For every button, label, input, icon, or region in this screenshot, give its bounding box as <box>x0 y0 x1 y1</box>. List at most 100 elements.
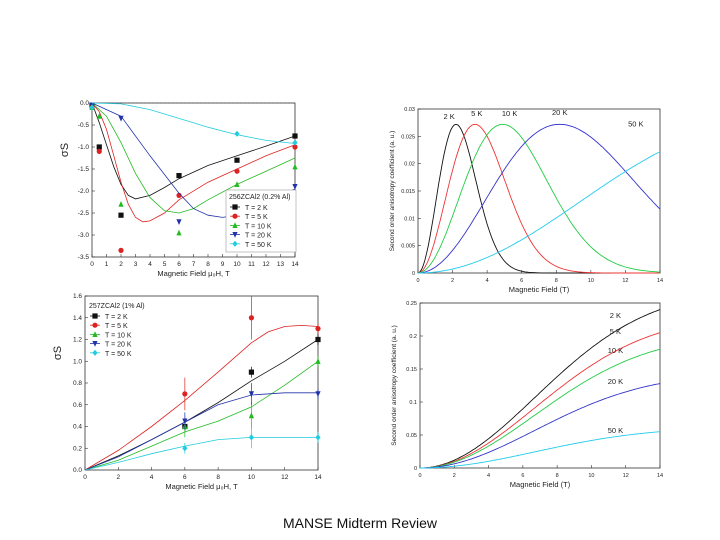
top-right-xlabel: Magnetic Field (T) <box>509 285 570 294</box>
bottom-left-xtick-label: 14 <box>314 474 322 481</box>
top-left-data-point <box>96 113 102 119</box>
bottom-right-ylabel: Second order anisotropy coefficient (a. … <box>391 325 398 446</box>
top-right-curve-label: 5 K <box>471 109 482 118</box>
top-left-xtick-label: 1 <box>105 261 109 268</box>
bottom-left-xtick-label: 8 <box>216 474 220 481</box>
top-left-xlabel: Magnetic Field μ₀H, T <box>157 269 230 278</box>
top-left-ytick-label: 0.0 <box>80 100 89 107</box>
top-left-ytick-label: -0.5 <box>78 122 90 129</box>
bottom-left-xlabel: Magnetic Field μ₀H, T <box>165 482 238 491</box>
bottom-right-ytick-label: 0.25 <box>406 301 417 307</box>
top-left-data-point <box>292 133 298 139</box>
top-left-legend-marker <box>232 213 238 219</box>
top-left-data-point <box>118 115 124 122</box>
bottom-right-curve-label: 2 K <box>610 311 621 320</box>
top-left-series-line <box>91 102 296 200</box>
bottom-left-data-point <box>248 434 255 441</box>
bottom-left-frame <box>84 295 319 471</box>
bottom-right-curve-label: 50 K <box>608 426 623 435</box>
bottom-left-data-point <box>248 391 255 398</box>
bottom-left-legend-marker <box>92 349 98 356</box>
top-left-data-point <box>234 157 240 163</box>
top-left-data-point <box>118 247 124 253</box>
top-left-data-point <box>118 201 124 207</box>
top-left-legend-box <box>225 189 297 253</box>
top-right-ylabel: Second order anisotropy coefficient (a. … <box>389 131 396 252</box>
bottom-left-legend-label: T = 5 K <box>105 323 128 330</box>
bottom-left-legend-marker <box>92 331 98 337</box>
top-left-ytick-label: -2.5 <box>78 210 90 217</box>
bottom-left-data-point <box>315 326 321 332</box>
top-left-legend-marker <box>232 232 238 238</box>
bottom-right-series-line <box>420 332 661 469</box>
bottom-left-data-point <box>182 445 188 452</box>
bottom-left-data-point <box>182 418 188 425</box>
top-right-xtick-label: 6 <box>520 278 523 284</box>
top-left-ytick-label: -3.0 <box>78 232 90 239</box>
top-left-legend-marker <box>232 204 238 210</box>
bottom-left-legend-marker <box>92 313 98 319</box>
top-left-legend-title: 256ZCAl2 (0.2% Al) <box>229 194 290 201</box>
bottom-left-ytick-label: 0.0 <box>73 467 82 474</box>
top-left-series-line <box>91 102 296 144</box>
top-left-data-point <box>176 229 182 236</box>
footer-caption: MANSE Midterm Review <box>282 515 438 531</box>
bottom-right-xtick-label: 0 <box>418 473 421 479</box>
bottom-left-xtick-label: 10 <box>248 474 256 481</box>
top-left-data-point <box>89 104 95 111</box>
bottom-left-data-point <box>248 369 255 375</box>
top-right-ytick-label: 0.025 <box>401 134 415 140</box>
top-right-xtick-label: 10 <box>588 278 594 284</box>
top-left-xtick-label: 10 <box>233 261 241 268</box>
top-left-xtick-label: 14 <box>291 261 299 268</box>
bottom-right-chart: 0 2 4 6 8 10 12 14 0 0.05 0.1 0.15 0.2 0.25 Magnetic F… <box>391 301 663 489</box>
bottom-left-legend-label: T = 50 K <box>105 351 132 358</box>
top-left-legend-label: T = 2 K <box>245 205 268 212</box>
top-right-xtick-label: 4 <box>486 278 489 284</box>
top-left-ytick-label: -1.0 <box>78 144 90 151</box>
top-right-xtick-label: 8 <box>555 278 558 284</box>
top-left-xtick-label: 3 <box>134 261 138 268</box>
bottom-right-ytick-label: 0.05 <box>406 433 417 439</box>
bottom-left-legend-label: T = 2 K <box>105 314 128 321</box>
bottom-left-series-line <box>84 360 319 471</box>
top-left-xtick-label: 2 <box>119 261 123 268</box>
bottom-left-xtick-label: 12 <box>281 474 289 481</box>
top-left-data-point <box>292 163 298 170</box>
top-left-data-point <box>292 139 298 146</box>
top-left-legend-marker <box>232 222 238 228</box>
top-left-legend-label: T = 10 K <box>245 223 272 230</box>
bottom-left-xtick-label: 0 <box>83 474 87 481</box>
top-right-ytick-label: 0.03 <box>404 107 415 113</box>
top-left-xtick-label: 4 <box>148 261 152 268</box>
top-right-ytick-label: 0.01 <box>404 216 415 222</box>
top-left-ytick-label: -3.5 <box>78 254 90 261</box>
top-right-series-line <box>417 123 661 274</box>
bottom-left-legend-title: 257ZCAl2 (1% Al) <box>89 303 145 310</box>
top-left-series-line <box>91 102 296 214</box>
bottom-right-curve-label: 5 K <box>610 327 621 336</box>
top-right-curve-label: 2 K <box>443 112 454 121</box>
bottom-left-legend-label: T = 20 K <box>105 342 132 349</box>
bottom-right-series-line <box>420 309 661 469</box>
bottom-left-legend-marker <box>92 341 98 347</box>
bottom-left-series-line <box>84 392 318 471</box>
bottom-right-ytick-label: 0.2 <box>409 334 417 340</box>
bottom-left-legend-marker <box>92 322 98 328</box>
top-left-xtick-label: 5 <box>163 261 167 268</box>
bottom-left-data-point <box>182 391 188 397</box>
top-right-series-line <box>417 123 660 274</box>
top-right-ytick-label: 0.015 <box>401 189 415 195</box>
top-left-xtick-label: 9 <box>221 261 225 268</box>
bottom-left-ytick-label: 0.2 <box>73 445 82 452</box>
top-left-ytick-label: -2.0 <box>78 188 90 195</box>
bottom-left-ytick-label: 1.6 <box>73 293 82 300</box>
bottom-right-xtick-label: 10 <box>588 473 594 479</box>
bottom-left-ylabel: σS <box>52 346 64 360</box>
top-left-data-point <box>234 181 240 187</box>
top-left-series-line <box>91 102 296 223</box>
bottom-right-xtick-label: 12 <box>623 473 629 479</box>
top-left-chart: 0 1 2 3 4 5 6 7 8 9 10 11 12 13 140.0-0.5-1.0-1.5-2.0-… <box>59 100 299 278</box>
bottom-left-series-line <box>84 324 319 471</box>
top-left-ytick-label: -1.5 <box>78 166 90 173</box>
